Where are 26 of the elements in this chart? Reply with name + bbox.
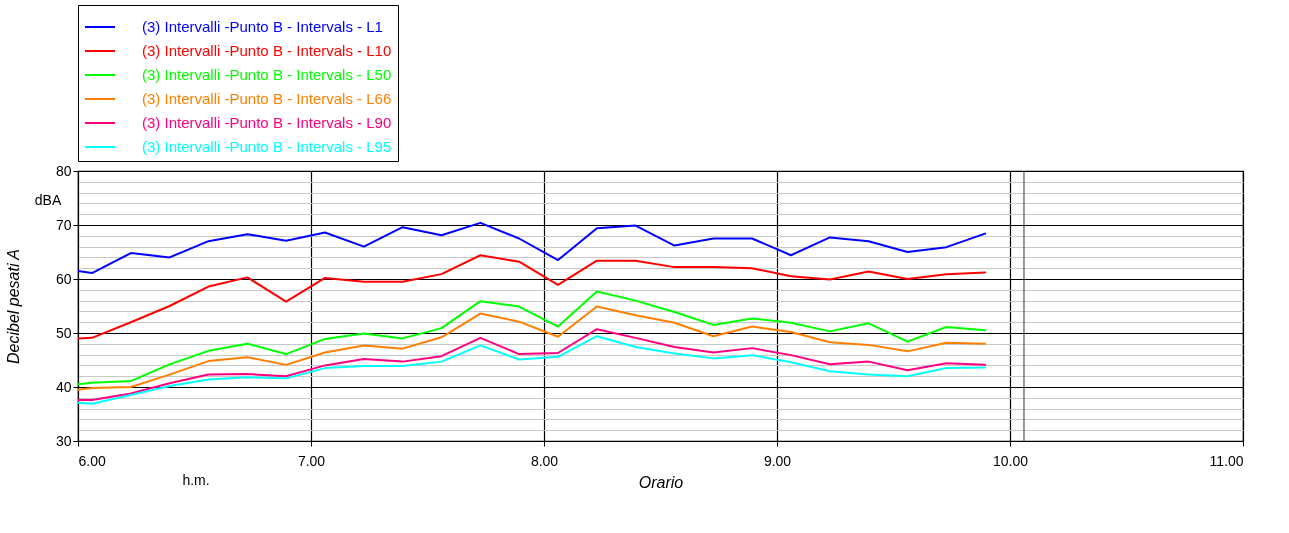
line-series (78, 305, 987, 391)
legend-label: (3) Intervalli -Punto B - Intervals - L66 (142, 90, 392, 107)
x-tick-label: 9.00 (763, 452, 792, 469)
y-tick-label: 50 (55, 324, 72, 341)
legend-label: (3) Intervalli -Punto B - Intervals - L95 (142, 138, 392, 155)
x-tick-label: 7.00 (297, 452, 326, 469)
y-tick-label: 70 (55, 216, 72, 233)
text: h.m. (182, 472, 210, 488)
legend-label: (3) Intervalli -Punto B - Intervals - L50 (142, 66, 392, 83)
y-axis-title: Decibel pesati A (4, 248, 22, 365)
legend-label: (3) Intervalli -Punto B - Intervals - L90 (142, 114, 392, 131)
line-series (78, 221, 987, 275)
x-tick-label: 8.00 (530, 452, 559, 469)
text: dBA (34, 192, 62, 208)
legend-label: (3) Intervalli -Punto B - Intervals - L1 (142, 18, 383, 35)
y-tick-label: 40 (55, 378, 72, 395)
y-tick-label: 30 (55, 432, 72, 449)
x-tick-label: 11.00 (1209, 452, 1244, 469)
x-tick-label: 10.00 (992, 452, 1029, 469)
y-tick-label: 80 (55, 162, 72, 179)
line-series (78, 290, 987, 386)
x-axis-title: Orario (638, 473, 684, 491)
legend-label: (3) Intervalli -Punto B - Intervals - L10 (142, 42, 392, 59)
x-tick-label: 6.00 (78, 452, 106, 469)
line-series (78, 254, 987, 340)
y-tick-label: 60 (55, 270, 72, 287)
